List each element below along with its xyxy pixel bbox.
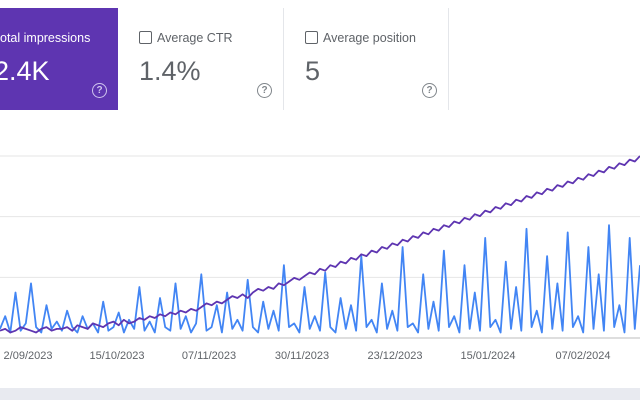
x-tick-label: 2/09/2023 bbox=[4, 350, 53, 362]
impressions-line bbox=[0, 155, 640, 334]
average-position-card[interactable]: Average position 5 ? bbox=[284, 8, 449, 110]
x-tick-label: 15/01/2024 bbox=[460, 350, 515, 362]
performance-chart: 2/09/2023 15/10/2023 07/11/2023 30/11/2023 2… bbox=[0, 130, 640, 380]
total-impressions-value: 2.4K bbox=[0, 56, 50, 86]
chart-series bbox=[0, 155, 640, 334]
x-tick-label: 15/10/2023 bbox=[89, 350, 144, 362]
chart-grid bbox=[0, 155, 640, 339]
help-circle-icon[interactable]: ? bbox=[422, 83, 437, 98]
average-position-value: 5 bbox=[305, 56, 321, 86]
average-ctr-card[interactable]: Average CTR 1.4% ? bbox=[118, 8, 284, 110]
average-position-checkbox[interactable] bbox=[305, 31, 318, 44]
help-circle-icon[interactable]: ? bbox=[257, 83, 272, 98]
metric-cards: otal impressions 2.4K ? Average CTR 1.4%… bbox=[0, 8, 640, 110]
average-ctr-value: 1.4% bbox=[139, 56, 201, 86]
performance-panel: otal impressions 2.4K ? Average CTR 1.4%… bbox=[0, 0, 640, 388]
total-impressions-card[interactable]: otal impressions 2.4K ? bbox=[0, 8, 118, 110]
x-tick-label: 07/11/2023 bbox=[182, 350, 236, 362]
average-ctr-checkbox[interactable] bbox=[139, 31, 152, 44]
x-tick-label: 30/11/2023 bbox=[275, 350, 329, 362]
x-tick-label: 23/12/2023 bbox=[367, 350, 422, 362]
x-axis-labels: 2/09/2023 15/10/2023 07/11/2023 30/11/2023 2… bbox=[4, 350, 611, 362]
clicks-line bbox=[0, 224, 640, 334]
average-position-label: Average position bbox=[323, 31, 416, 45]
help-circle-icon[interactable]: ? bbox=[92, 83, 107, 98]
x-tick-label: 07/02/2024 bbox=[555, 350, 610, 362]
average-ctr-label: Average CTR bbox=[157, 31, 233, 45]
performance-chart-svg: 2/09/2023 15/10/2023 07/11/2023 30/11/2023 2… bbox=[0, 155, 640, 362]
total-impressions-label: otal impressions bbox=[0, 31, 91, 45]
